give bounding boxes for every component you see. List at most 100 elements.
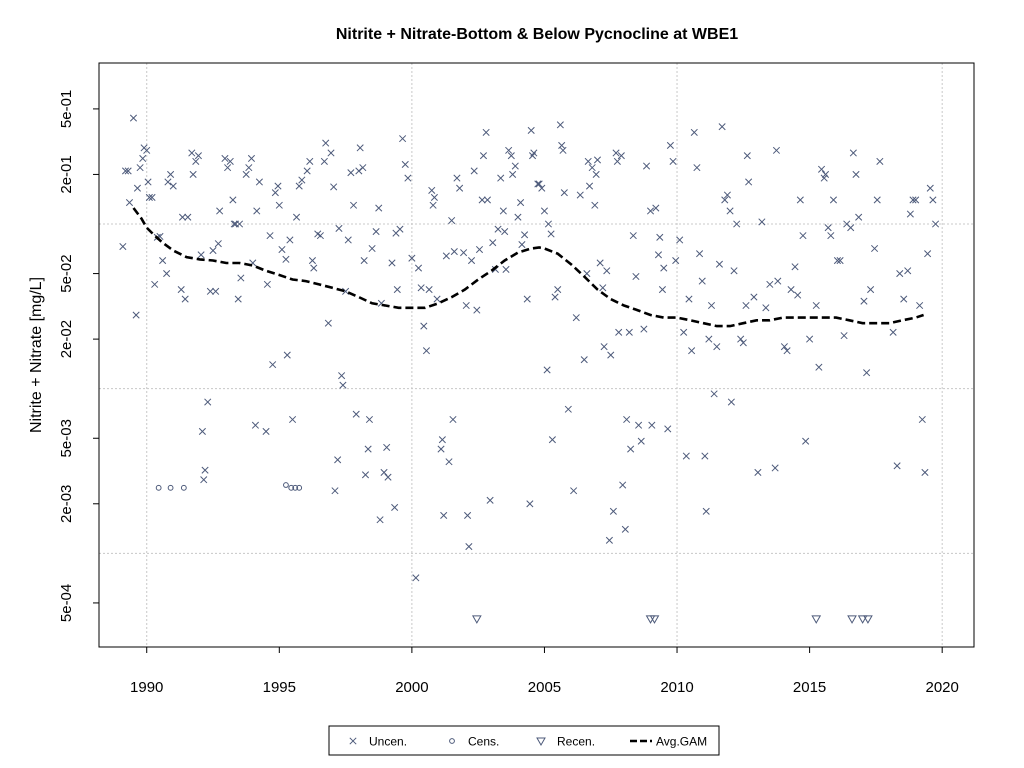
uncensored-point — [178, 213, 187, 221]
uncensored-point — [713, 343, 721, 351]
uncensored-point — [640, 325, 648, 333]
uncensored-point — [680, 328, 688, 336]
uncensored-point — [627, 445, 635, 453]
uncensored-point — [247, 154, 256, 163]
uncensored-point — [931, 220, 940, 228]
uncensored-point — [758, 218, 766, 226]
uncensored-point — [860, 297, 868, 305]
uncensored-point — [295, 182, 303, 190]
uncensored-point — [298, 176, 306, 184]
uncensored-point — [433, 295, 441, 303]
uncensored-point — [327, 149, 335, 157]
uncensored-point — [617, 152, 625, 160]
legend-triangle-icon — [536, 737, 546, 747]
uncensored-point — [530, 149, 538, 157]
uncensored-point — [660, 264, 668, 272]
uncensored-point — [527, 126, 535, 134]
uncensored-point — [271, 189, 279, 197]
uncensored-point — [486, 496, 494, 504]
uncensored-point — [322, 139, 330, 147]
legend-label: Recen. — [557, 735, 595, 749]
uncensored-point — [690, 128, 698, 136]
uncensored-point — [564, 405, 572, 413]
avg-gam-line — [132, 207, 925, 328]
uncensored-point — [698, 277, 706, 285]
uncensored-point — [188, 149, 196, 157]
uncensored-point — [682, 452, 690, 460]
legend-x-icon — [349, 737, 357, 745]
uncensored-point — [449, 415, 457, 424]
x-tick-label: 1995 — [263, 679, 296, 696]
uncensored-point — [465, 542, 473, 551]
uncensored-point — [802, 437, 810, 445]
uncensored-point — [685, 295, 693, 303]
uncensored-point — [364, 445, 372, 453]
uncensored-point — [588, 164, 596, 172]
uncensored-point — [666, 141, 674, 149]
uncensored-point — [282, 255, 290, 263]
uncensored-point — [836, 256, 844, 265]
uncensored-point — [514, 213, 522, 221]
uncensored-point — [352, 410, 360, 418]
uncensored-point — [181, 295, 189, 303]
uncensored-point — [538, 184, 546, 192]
uncensored-point — [840, 332, 848, 340]
uncensored-point — [543, 366, 551, 374]
uncensored-point — [584, 157, 592, 165]
uncensored-point — [206, 287, 214, 295]
uncensored-point — [637, 437, 645, 445]
uncensored-point — [450, 248, 458, 256]
uncensored-point — [787, 285, 795, 294]
uncensored-point — [873, 196, 881, 204]
uncensored-point — [365, 415, 374, 424]
uncensored-point — [889, 328, 897, 336]
uncensored-point — [349, 201, 358, 209]
uncensored-point — [263, 280, 271, 288]
uncensored-point — [623, 415, 631, 424]
uncensored-point — [821, 170, 830, 178]
uncensored-point — [437, 445, 445, 453]
uncensored-point — [289, 415, 297, 424]
uncensored-point — [384, 473, 392, 481]
uncensored-point — [766, 280, 774, 288]
uncensored-point — [269, 361, 277, 369]
uncensored-point — [924, 250, 932, 258]
uncensored-point — [414, 264, 423, 272]
uncensored-point — [654, 251, 663, 259]
uncensored-point — [929, 196, 937, 204]
uncensored-point — [163, 270, 171, 278]
uncensored-point — [361, 471, 370, 479]
uncensored-point — [242, 170, 250, 178]
uncensored-point — [224, 164, 232, 172]
uncensored-point — [912, 196, 920, 204]
uncensored-point — [121, 167, 130, 175]
uncensored-point — [916, 301, 924, 310]
recensored-point — [471, 615, 482, 624]
uncensored-point — [453, 174, 461, 182]
uncensored-point — [209, 246, 217, 255]
data-points — [119, 114, 940, 624]
uncensored-point — [742, 301, 750, 310]
uncensored-point — [124, 167, 132, 175]
uncensored-point — [696, 250, 704, 258]
uncensored-point — [591, 201, 599, 209]
uncensored-point — [648, 421, 656, 429]
uncensored-point — [718, 123, 726, 131]
uncensored-point — [855, 213, 863, 221]
uncensored-point — [652, 204, 660, 212]
legend-label: Uncen. — [369, 735, 407, 749]
uncensored-point — [812, 301, 820, 310]
uncensored-point — [609, 507, 617, 515]
uncensored-point — [502, 265, 510, 273]
uncensored-point — [148, 193, 156, 201]
uncensored-point — [401, 160, 409, 168]
uncensored-point — [612, 149, 620, 157]
plot-frame — [98, 62, 975, 648]
uncensored-point — [310, 264, 318, 272]
uncensored-point — [286, 236, 294, 244]
uncensored-point — [730, 267, 738, 275]
uncensored-point — [360, 256, 368, 265]
censored-point — [288, 484, 295, 491]
x-tick-label: 2015 — [793, 679, 826, 696]
uncensored-point — [499, 207, 507, 215]
